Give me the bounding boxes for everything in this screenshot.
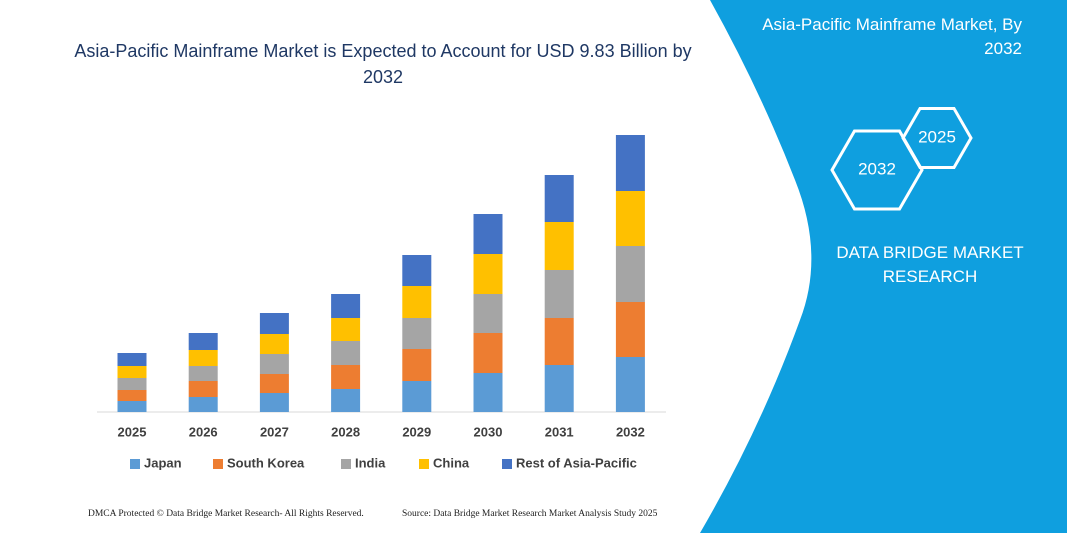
hexagon-label: 2032 — [858, 159, 896, 178]
hexagon — [830, 129, 924, 211]
hexagon-label: 2025 — [918, 127, 956, 146]
legend-swatch — [341, 459, 351, 469]
bar-segment — [402, 286, 432, 318]
side-title: Asia-Pacific Mainframe Market, By 2032 — [762, 15, 1022, 58]
bar-segment — [331, 294, 361, 318]
x-tick-label: 2032 — [616, 424, 645, 439]
legend-label: India — [355, 455, 386, 470]
legend-label: Rest of Asia-Pacific — [516, 455, 637, 470]
x-tick-label: 2028 — [331, 424, 360, 439]
bar-segment — [544, 270, 574, 318]
bar-segment — [259, 354, 289, 374]
bar-segment — [402, 255, 432, 286]
side-panel-bg — [700, 0, 1067, 533]
bar-segment — [473, 214, 503, 254]
bar-segment — [331, 341, 361, 365]
bar-segment — [473, 254, 503, 294]
bar-segment — [331, 365, 361, 389]
bar-segment — [544, 365, 574, 412]
bar-segment — [117, 390, 147, 401]
legend-label: Japan — [144, 455, 182, 470]
x-tick-label: 2029 — [402, 424, 431, 439]
bar-segment — [259, 374, 289, 393]
bar-segment — [117, 353, 147, 366]
footer-right: Source: Data Bridge Market Research Mark… — [402, 509, 658, 519]
bar-segment — [188, 366, 218, 381]
brand: DATA BRIDGE MARKET RESEARCH — [836, 243, 1024, 286]
legend-label: South Korea — [227, 455, 305, 470]
bar-segment — [615, 302, 645, 357]
bar-segment — [402, 318, 432, 349]
bar-segment — [615, 246, 645, 302]
bar-segment — [473, 294, 503, 333]
bar-segment — [188, 381, 218, 397]
bar-segment — [473, 333, 503, 373]
bar-segment — [615, 135, 645, 191]
bar-segment — [259, 393, 289, 412]
x-tick-label: 2025 — [118, 424, 147, 439]
bar-segment — [259, 313, 289, 334]
bar-segment — [473, 373, 503, 412]
footer-left: DMCA Protected © Data Bridge Market Rese… — [88, 509, 364, 519]
bar-segment — [544, 222, 574, 270]
bar-segment — [615, 191, 645, 246]
bar-segment — [117, 401, 147, 412]
legend-label: China — [433, 455, 470, 470]
bar-segment — [259, 334, 289, 354]
legend-swatch — [502, 459, 512, 469]
bar-segment — [402, 381, 432, 412]
bar-segment — [544, 175, 574, 222]
bar-segment — [331, 389, 361, 412]
bar-segment — [544, 318, 574, 365]
legend-swatch — [419, 459, 429, 469]
legend-swatch — [213, 459, 223, 469]
chart-title: Asia-Pacific Mainframe Market is Expecte… — [74, 41, 692, 87]
x-tick-label: 2026 — [189, 424, 218, 439]
bar-segment — [117, 378, 147, 390]
legend-swatch — [130, 459, 140, 469]
bar-segment — [188, 397, 218, 412]
bar-segment — [188, 333, 218, 350]
bar-segment — [331, 318, 361, 341]
x-tick-label: 2030 — [474, 424, 503, 439]
x-tick-label: 2031 — [545, 424, 574, 439]
bar-segment — [117, 366, 147, 378]
bar-segment — [615, 357, 645, 412]
x-tick-label: 2027 — [260, 424, 289, 439]
hexagon — [901, 107, 973, 169]
bar-segment — [188, 350, 218, 366]
bar-segment — [402, 349, 432, 381]
